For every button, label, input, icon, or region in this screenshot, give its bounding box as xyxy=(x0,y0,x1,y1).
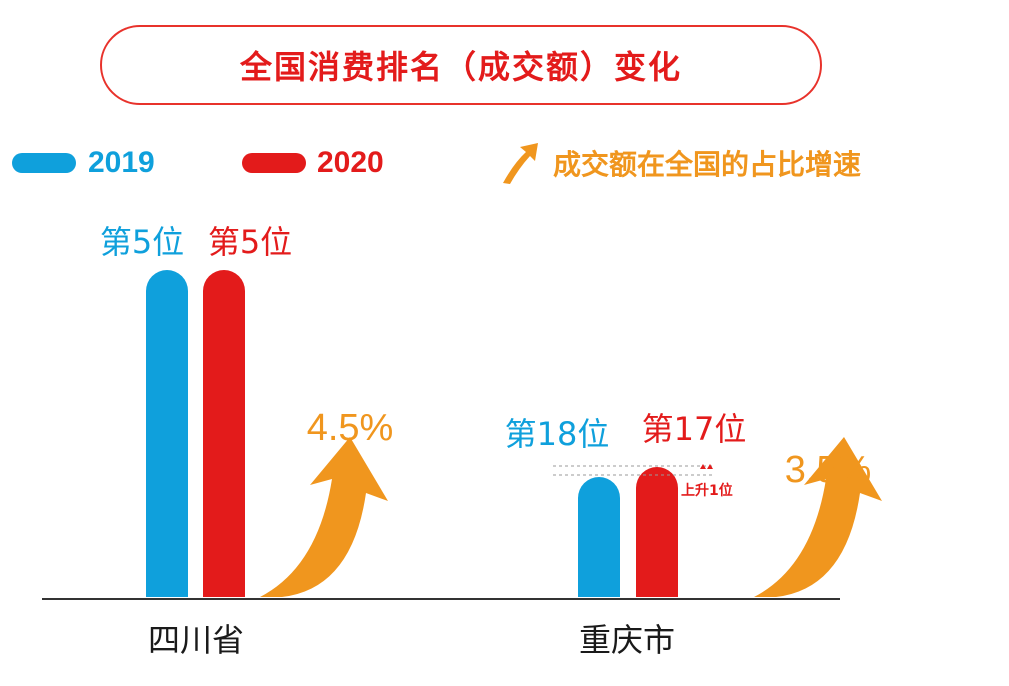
category-label-0: 四川省 xyxy=(148,621,244,659)
growth-arrow-icon-1 xyxy=(754,437,882,597)
rank-change-label: 上升1位 xyxy=(681,482,733,499)
category-label-1: 重庆市 xyxy=(579,621,675,659)
up-arrows-icon xyxy=(700,464,713,469)
bar-2020-0 xyxy=(203,270,245,597)
legend-label-growth: 成交额在全国的占比增速 xyxy=(553,148,861,181)
chart-title: 全国消费排名（成交额）变化 xyxy=(239,48,682,86)
growth-arrow-icon-0 xyxy=(260,437,388,597)
growth-value-1: 3.5% xyxy=(785,449,872,491)
growth-value-0: 4.5% xyxy=(307,407,394,449)
rank-label-2019-0: 第5位 xyxy=(100,223,184,261)
rank-label-2020-1: 第17位 xyxy=(642,410,747,448)
rank-label-2020-0: 第5位 xyxy=(208,223,292,261)
legend-swatch-2020 xyxy=(242,153,306,173)
bar-2019-1 xyxy=(578,477,620,597)
bar-2019-0 xyxy=(146,270,188,597)
legend-arrow-icon xyxy=(503,143,538,184)
legend-label-2019: 2019 xyxy=(88,146,155,179)
title-frame: 全国消费排名（成交额）变化 xyxy=(100,25,822,105)
legend-swatch-2019 xyxy=(12,153,76,173)
bar-2020-1 xyxy=(636,467,678,597)
legend-label-2020: 2020 xyxy=(317,146,384,179)
rank-label-2019-1: 第18位 xyxy=(505,415,610,453)
